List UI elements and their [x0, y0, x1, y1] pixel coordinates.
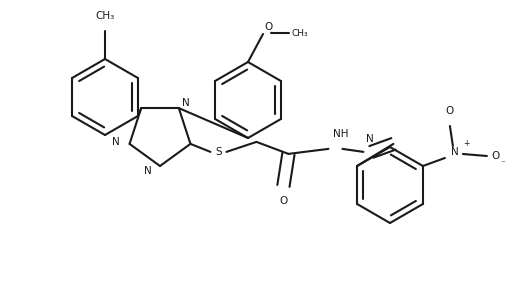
Text: N: N [144, 166, 152, 176]
Text: N: N [182, 98, 190, 108]
Text: N: N [366, 134, 374, 144]
Text: CH₃: CH₃ [95, 11, 114, 21]
Text: O: O [279, 196, 288, 206]
Text: N: N [112, 137, 120, 147]
Text: O: O [491, 151, 499, 161]
Text: S: S [215, 147, 222, 157]
Text: N: N [451, 147, 459, 157]
Text: O: O [264, 22, 272, 32]
Text: ⁻: ⁻ [500, 160, 505, 169]
Text: +: + [463, 140, 469, 149]
Text: O: O [446, 106, 454, 116]
Text: CH₃: CH₃ [292, 28, 309, 38]
Text: NH: NH [333, 129, 349, 139]
